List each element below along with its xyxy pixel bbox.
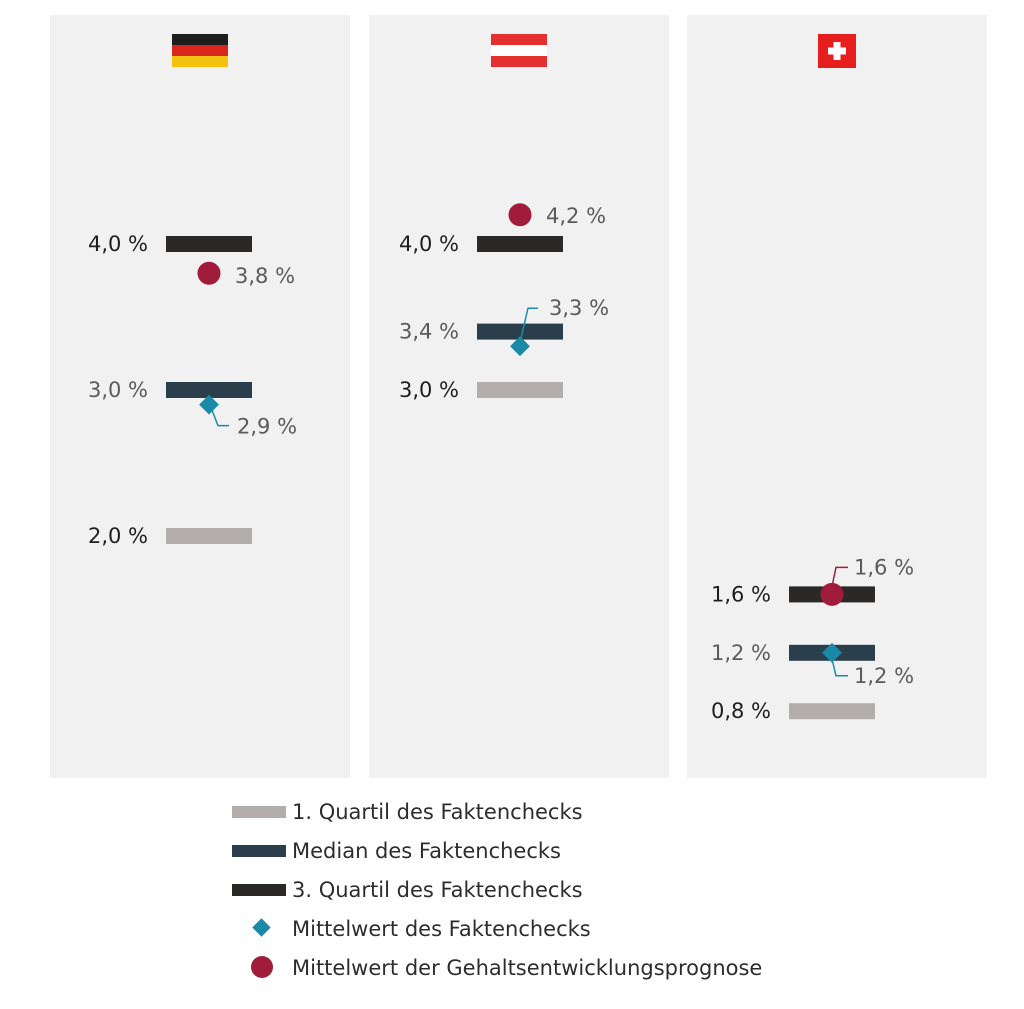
q1-bar	[477, 382, 563, 398]
forecast-connector	[831, 566, 848, 587]
flag-cross	[828, 47, 846, 55]
forecast-marker	[508, 203, 532, 227]
median-label: 1,2 %	[711, 641, 771, 665]
q3-bar	[166, 236, 252, 252]
mean-connector	[210, 407, 229, 427]
forecast-marker	[197, 261, 221, 285]
flag-stripe	[172, 56, 228, 67]
legend-label-q3: 3. Quartil des Faktenchecks	[292, 878, 583, 902]
legend-swatch-median	[232, 845, 286, 857]
panel-schweiz: 0,8 % 1,2 % 1,6 % 1,6 % 1,2 %	[687, 15, 987, 778]
flag-stripe	[491, 45, 547, 56]
forecast-value-label: 1,6 %	[854, 555, 914, 579]
flag-stripe	[172, 34, 228, 45]
mean-connector	[519, 307, 538, 343]
legend-label-mean: Mittelwert des Faktenchecks	[292, 917, 591, 941]
germany-flag-icon	[172, 34, 228, 67]
mean-value-label: 3,3 %	[549, 296, 609, 320]
legend-circle-icon	[251, 956, 273, 978]
mean-marker	[822, 642, 842, 663]
panel-sterreich: 3,0 % 3,4 % 4,0 % 4,2 % 3,3 %	[369, 15, 669, 778]
legend-item-forecast: Mittelwert der Gehaltsentwicklungsprogno…	[230, 953, 930, 992]
panel-deutschland: 2,0 % 3,0 % 4,0 % 3,8 % 2,9 %	[50, 15, 350, 778]
legend: 1. Quartil des Faktenchecks Median des F…	[230, 797, 930, 992]
q3-label: 4,0 %	[88, 232, 148, 256]
legend-diamond-icon	[252, 918, 271, 937]
q3-bar	[477, 236, 563, 252]
legend-label-median: Median des Faktenchecks	[292, 839, 561, 863]
q1-bar	[166, 528, 252, 544]
median-bar	[166, 382, 252, 398]
legend-item-mean: Mittelwert des Faktenchecks	[230, 914, 930, 953]
forecast-marker	[820, 582, 844, 606]
q1-label: 2,0 %	[88, 524, 148, 548]
flag-stripe	[491, 34, 547, 45]
q1-label: 0,8 %	[711, 699, 771, 723]
legend-label-q1: 1. Quartil des Faktenchecks	[292, 800, 583, 824]
legend-swatch-q1	[232, 806, 286, 818]
mean-marker	[199, 394, 219, 415]
flag-stripe	[172, 45, 228, 56]
austria-flag-icon	[491, 34, 547, 67]
flag-stripe	[491, 56, 547, 67]
legend-swatch-q3	[232, 884, 286, 896]
q3-label: 1,6 %	[711, 582, 771, 606]
switzerland-flag-icon	[818, 34, 856, 68]
chart-area: 2,0 % 3,0 % 4,0 % 3,8 % 2,9 % 3,0 % 3,4 % 4,0 %…	[50, 15, 987, 778]
mean-value-label: 2,9 %	[237, 415, 297, 439]
forecast-value-label: 3,8 %	[235, 264, 295, 288]
legend-item-q1: 1. Quartil des Faktenchecks	[230, 797, 930, 836]
legend-label-forecast: Mittelwert der Gehaltsentwicklungsprogno…	[292, 956, 763, 980]
legend-item-q3: 3. Quartil des Faktenchecks	[230, 875, 930, 914]
q1-bar	[789, 703, 875, 720]
q1-label: 3,0 %	[399, 378, 459, 402]
q3-label: 4,0 %	[399, 232, 459, 256]
mean-marker	[510, 336, 530, 357]
median-label: 3,0 %	[88, 378, 148, 402]
legend-item-median: Median des Faktenchecks	[230, 836, 930, 875]
mean-value-label: 1,2 %	[854, 664, 914, 688]
median-label: 3,4 %	[399, 320, 459, 344]
median-bar	[477, 323, 563, 340]
forecast-value-label: 4,2 %	[546, 204, 606, 228]
mean-connector	[831, 658, 848, 677]
